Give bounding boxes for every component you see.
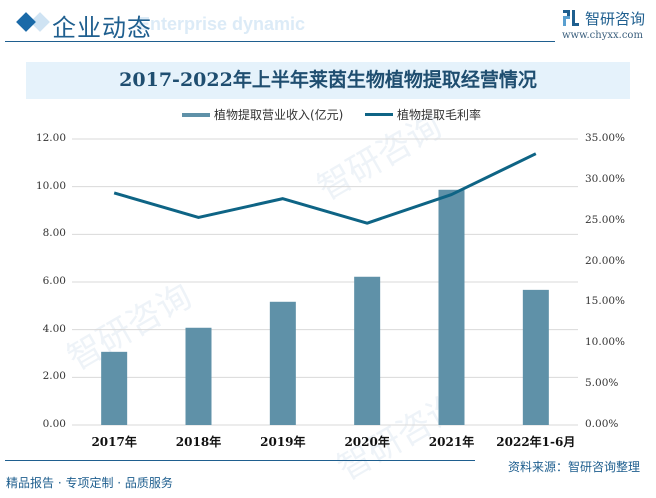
bar: [354, 276, 381, 425]
section-title: 企业动态: [52, 14, 152, 42]
footer-divider: [5, 460, 475, 461]
y-tick-left: 4.00: [42, 322, 66, 335]
legend-swatch-line: [365, 113, 393, 116]
x-tick-label: 2020年: [344, 435, 390, 449]
legend-item-margin: 植物提取毛利率: [365, 106, 481, 123]
x-tick-label: 2021年: [428, 435, 475, 449]
bar: [185, 327, 212, 425]
header-divider: [5, 41, 555, 42]
y-tick-left: 6.00: [42, 275, 66, 287]
bar: [101, 351, 128, 425]
logo-icon: [563, 10, 579, 26]
legend-item-revenue: 植物提取营业收入(亿元): [182, 106, 343, 123]
y-tick-right: 25.00%: [585, 213, 626, 226]
header: Enterprise dynamic 企业动态 智研咨询 www.chyxx.c…: [0, 0, 656, 50]
bar-series: [101, 189, 549, 425]
legend-swatch-bar: [182, 112, 210, 117]
y-tick-left: 0.00: [42, 418, 66, 430]
y-tick-right: 35.00%: [585, 132, 626, 144]
x-tick-label: 2019年: [260, 435, 306, 449]
legend: 植物提取营业收入(亿元) 植物提取毛利率: [0, 106, 656, 124]
y-tick-left: 12.00: [35, 132, 66, 144]
source-note: 资料来源：智研咨询整理: [508, 460, 641, 474]
logo-url: www.chyxx.com: [562, 30, 643, 41]
chart-title-band: 2017-2022年上半年莱茵生物植物提取经营情况: [26, 62, 630, 99]
y-tick-right: 0.00%: [585, 418, 619, 430]
x-tick-label: 2018年: [175, 435, 222, 449]
y-tick-left: 8.00: [42, 227, 66, 240]
gridlines: [72, 138, 578, 426]
y-tick-left: 2.00: [42, 370, 66, 383]
section-subtitle: Enterprise dynamic: [138, 14, 306, 34]
x-tick-label: 2022年1-6月: [496, 435, 576, 449]
legend-label-margin: 植物提取毛利率: [397, 108, 482, 122]
y-tick-right: 30.00%: [585, 172, 626, 185]
y-tick-right: 15.00%: [585, 295, 626, 308]
y-tick-right: 10.00%: [585, 336, 626, 349]
x-tick-label: 2017年: [91, 435, 137, 449]
legend-label-revenue: 植物提取营业收入(亿元): [214, 108, 344, 122]
chart-title: 2017-2022年上半年莱茵生物植物提取经营情况: [119, 69, 537, 91]
bar: [522, 289, 549, 425]
y-tick-right: 5.00%: [585, 377, 619, 390]
bar: [269, 301, 296, 425]
line-series: [113, 152, 537, 225]
y-tick-left: 10.00: [35, 179, 66, 192]
logo-name: 智研咨询: [585, 10, 646, 28]
bar: [438, 189, 465, 425]
footer-tagline: 精品报告 · 专项定制 · 品质服务: [6, 476, 173, 490]
y-tick-right: 20.00%: [585, 254, 626, 267]
